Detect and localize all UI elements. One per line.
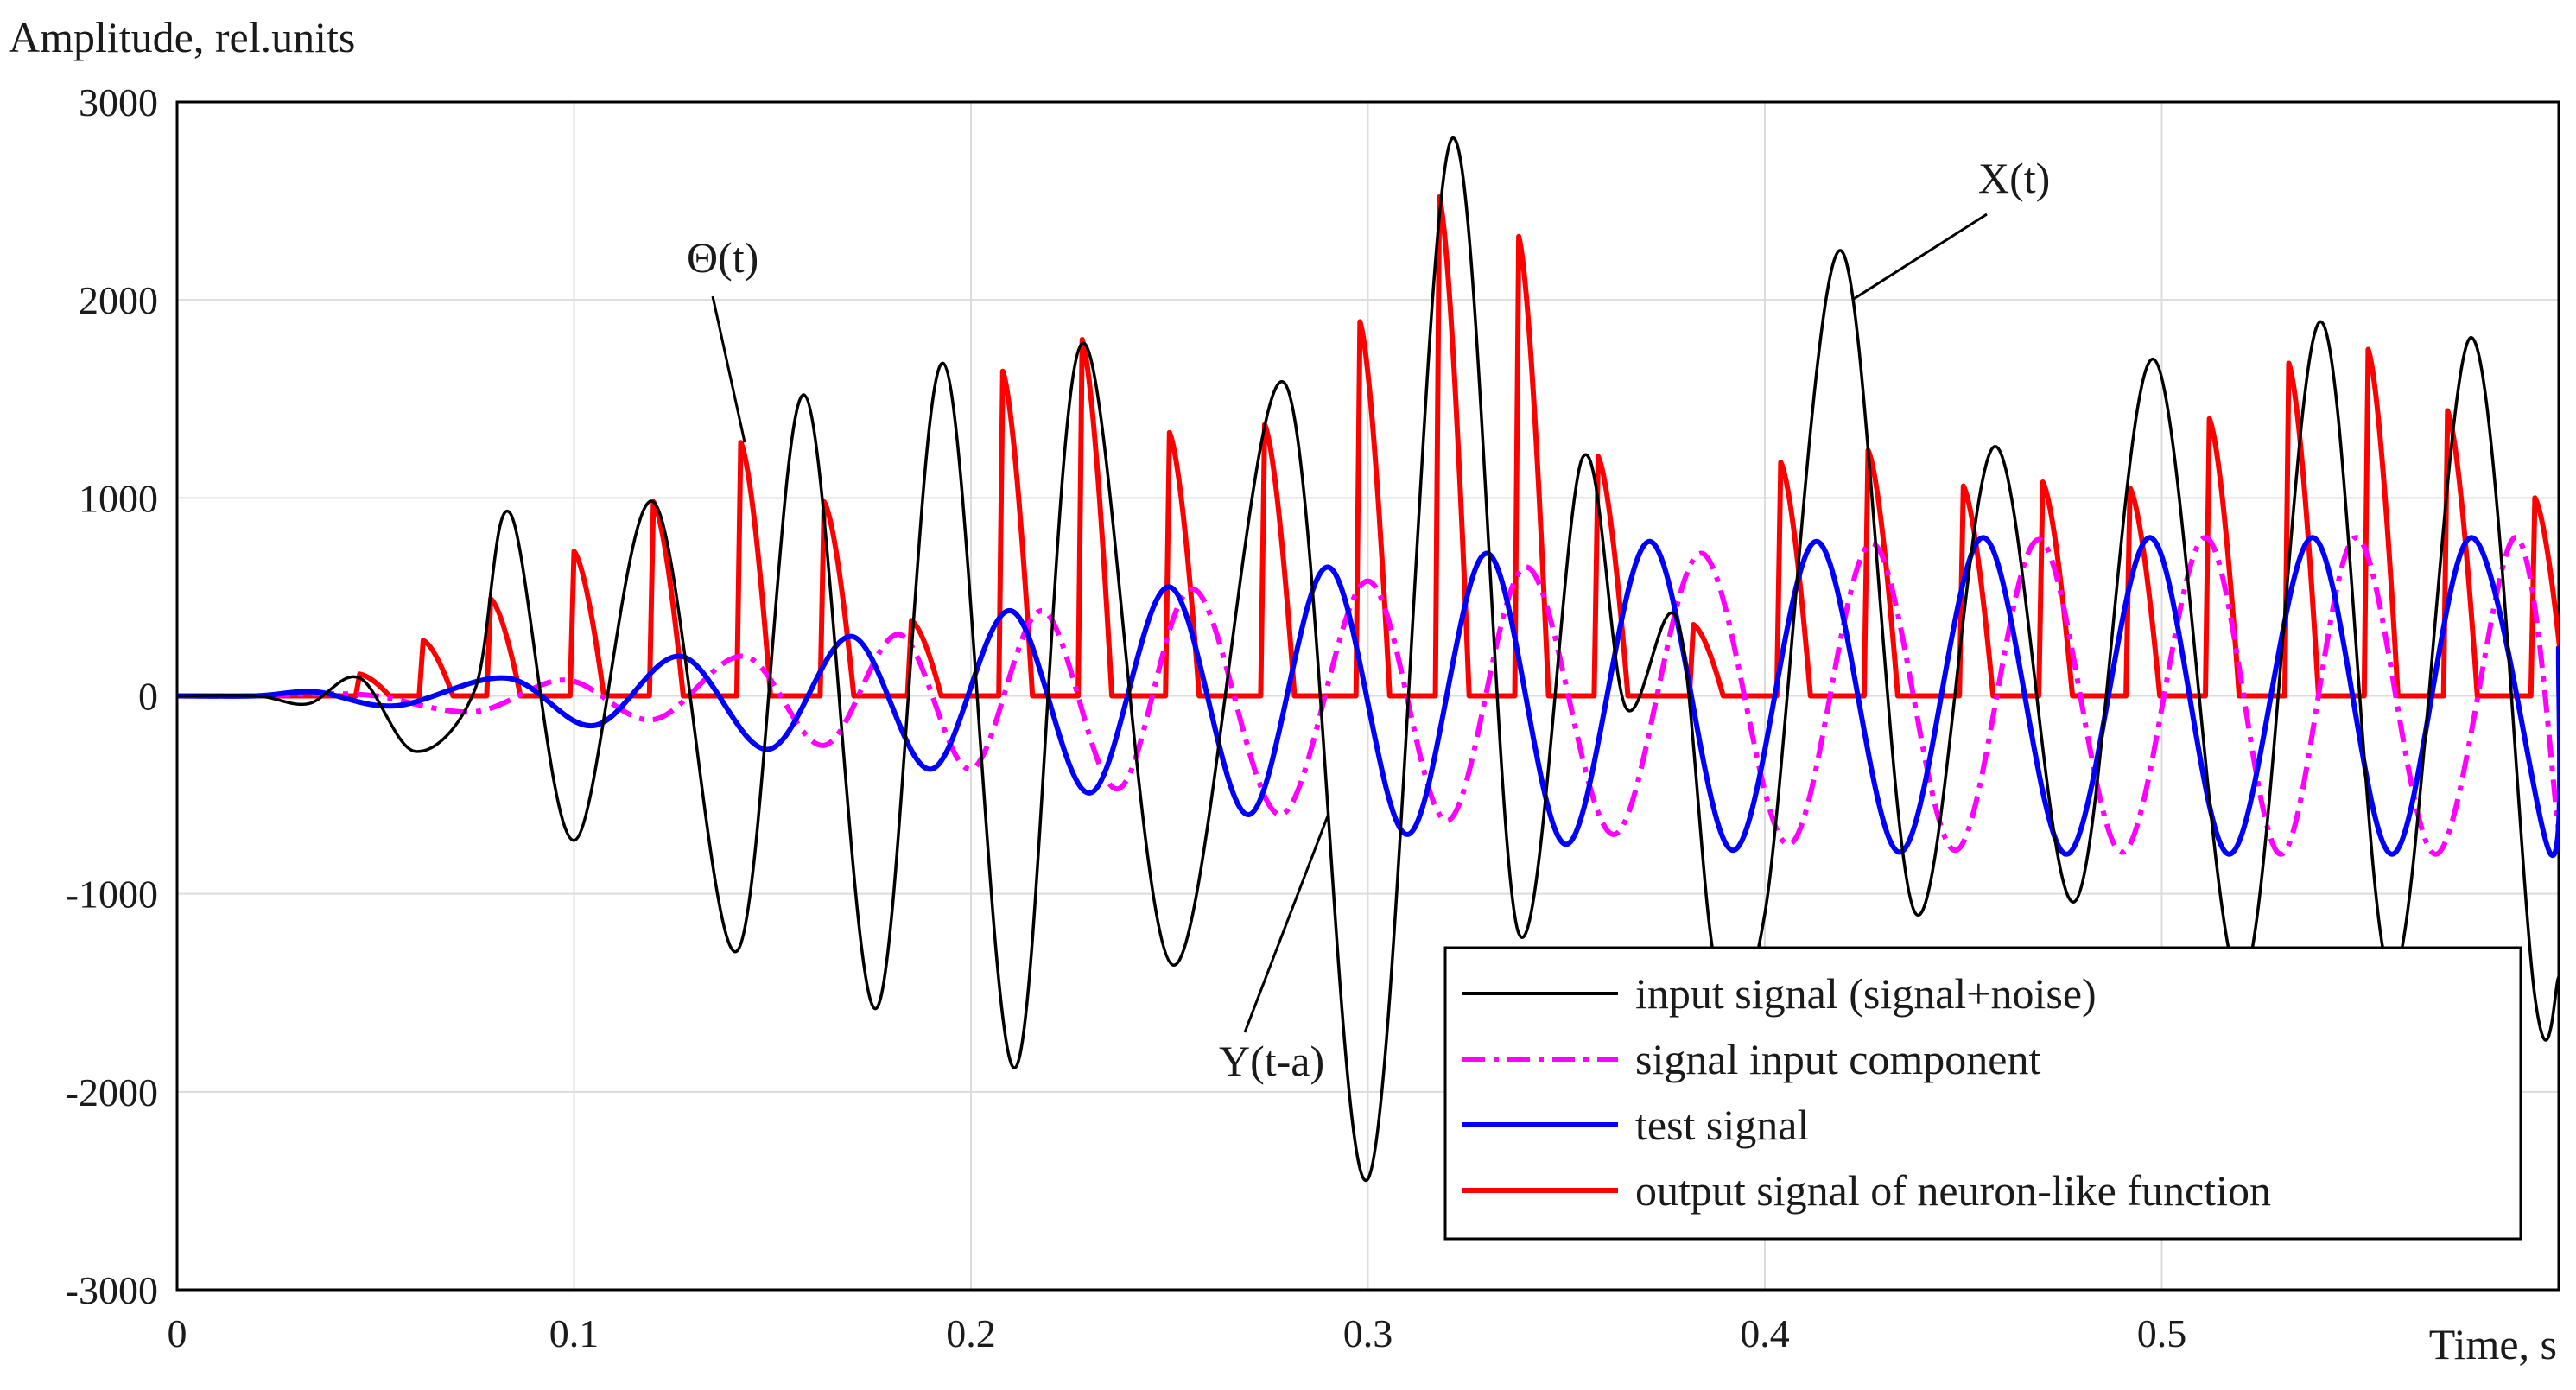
- x-tick-label: 0: [168, 1311, 187, 1355]
- legend-label: input signal (signal+noise): [1635, 969, 2097, 1018]
- series-line-test-signal: [177, 535, 2559, 859]
- x-tick-label: 0.5: [2137, 1311, 2187, 1355]
- legend: input signal (signal+noise) signal input …: [1443, 946, 2522, 1241]
- legend-box: [1443, 946, 2522, 1241]
- x-axis-label: Time, s: [2429, 1320, 2557, 1368]
- y-tick-label: -1000: [66, 873, 158, 917]
- annotation-leader-line: [711, 295, 746, 443]
- annotation-label: Y(t-a): [1219, 1037, 1324, 1085]
- y-tick-label: -2000: [66, 1070, 158, 1114]
- x-tick-label: 0.4: [1740, 1311, 1790, 1355]
- legend-items: input signal (signal+noise) signal input …: [1462, 969, 2271, 1215]
- annotation-leader-line: [1851, 213, 1988, 301]
- series-layer: [177, 136, 2559, 1183]
- x-tick-label: 0.2: [946, 1311, 996, 1355]
- legend-label: output signal of neuron-like function: [1635, 1166, 2271, 1215]
- y-tick-label: 2000: [79, 278, 158, 322]
- legend-label: signal input component: [1635, 1035, 2040, 1083]
- y-tick-label: 3000: [79, 80, 158, 124]
- annotation-label: X(t): [1978, 154, 2050, 202]
- tick-labels: 0 0.1 0.2 0.3 0.4 0.5 3000 2000 1000 0 -1000 -2000 -…: [66, 80, 2187, 1355]
- annotation-leader-line: [1243, 814, 1329, 1033]
- y-axis-label: Amplitude, rel.units: [9, 13, 355, 61]
- legend-label: test signal: [1635, 1101, 1809, 1149]
- x-tick-label: 0.1: [549, 1311, 600, 1355]
- annotations: X(t) Θ(t) Y(t-a): [687, 154, 2050, 1085]
- series-line-output-signal: [177, 194, 2559, 699]
- x-tick-label: 0.3: [1343, 1311, 1393, 1355]
- series-line-input-signal: [177, 136, 2559, 1183]
- y-tick-label: 1000: [79, 476, 158, 520]
- y-tick-label: 0: [138, 675, 158, 719]
- y-tick-label: -3000: [66, 1268, 158, 1312]
- annotation-label: Θ(t): [687, 233, 758, 282]
